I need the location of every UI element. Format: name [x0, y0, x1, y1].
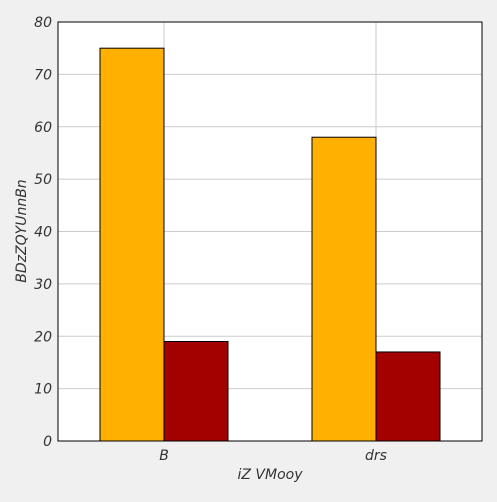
- y-tick-labels: 0 10 20 30 40 50 60 70 80: [34, 15, 52, 450]
- x-axis-label: iZ VMooy: [237, 467, 303, 483]
- y-tick-label: 70: [34, 67, 52, 83]
- x-tick-label: drs: [365, 448, 387, 464]
- bar: [163, 340, 229, 442]
- bars: [99, 47, 441, 442]
- y-tick-label: 60: [34, 120, 52, 136]
- y-tick-label: 50: [34, 172, 52, 188]
- y-tick-label: 80: [34, 15, 52, 31]
- y-tick-label: 40: [34, 225, 52, 241]
- bar: [311, 136, 377, 442]
- y-tick-label: 10: [34, 382, 52, 398]
- y-axis-label: BDzZQYUnnBn: [14, 179, 30, 282]
- bar: [375, 351, 441, 442]
- bar: [99, 47, 165, 442]
- y-tick-label: 0: [43, 434, 52, 450]
- y-tick-label: 20: [34, 329, 52, 345]
- x-tick-label: B: [159, 448, 169, 464]
- y-tick-label: 30: [34, 277, 52, 293]
- plot-frame: [57, 21, 483, 442]
